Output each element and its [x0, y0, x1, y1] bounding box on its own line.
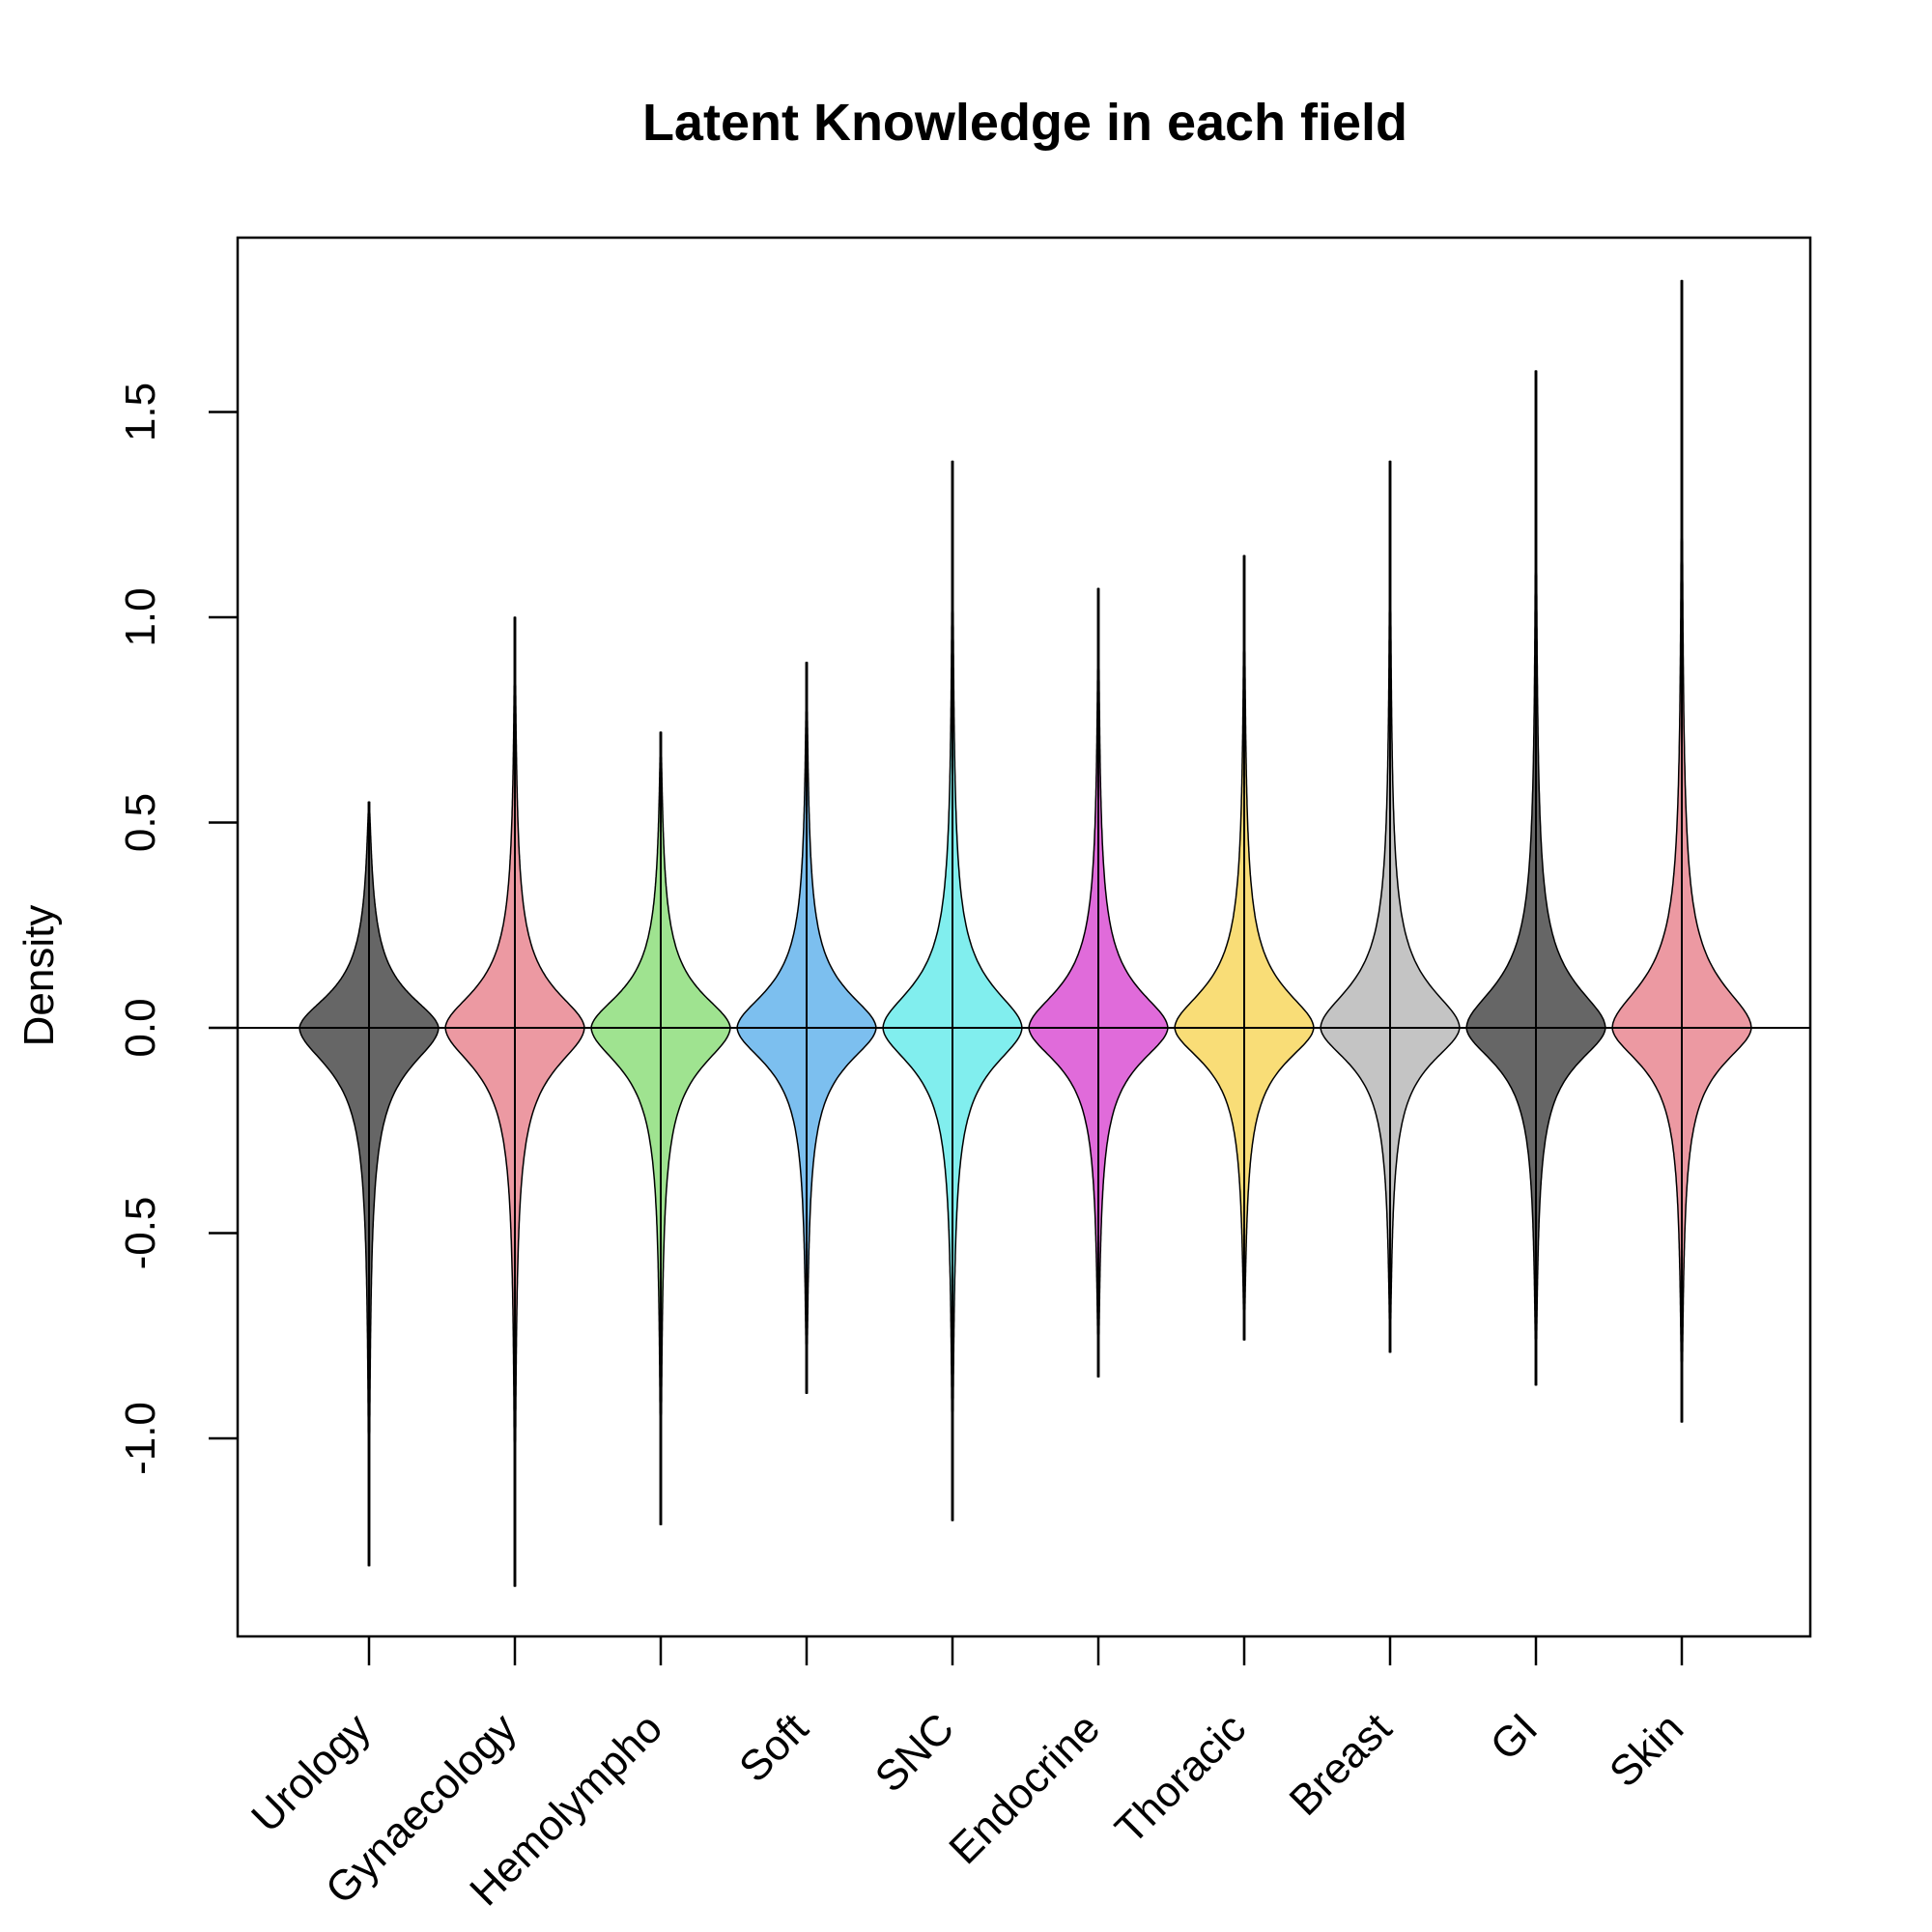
y-tick-label: 0.5 [117, 793, 164, 852]
y-axis: -1.0 -0.5 0.0 0.5 1.0 1.5 [117, 383, 238, 1475]
x-tick-label: Soft [730, 1704, 817, 1791]
y-tick-label: 1.5 [117, 383, 164, 441]
y-axis-label: Density [15, 905, 63, 1047]
plot-frame [236, 236, 1812, 1638]
chart-title: Latent Knowledge in each field [642, 94, 1407, 152]
x-tick-label: Urology [242, 1704, 380, 1841]
y-tick-label: 0.0 [117, 998, 164, 1057]
x-tick-label: Skin [1601, 1704, 1692, 1796]
violin-group [298, 279, 1752, 1587]
x-tick-label: Thoracic [1106, 1704, 1255, 1853]
x-tick-label: SNC [867, 1704, 963, 1801]
x-tick-label: GI [1482, 1704, 1547, 1769]
y-tick-label: -1.0 [117, 1402, 164, 1475]
x-tick-label: Endocrine [940, 1704, 1109, 1873]
y-tick-label: 1.0 [117, 587, 164, 646]
y-tick-label: -0.5 [117, 1197, 164, 1270]
x-tick-label: Breast [1280, 1704, 1401, 1825]
